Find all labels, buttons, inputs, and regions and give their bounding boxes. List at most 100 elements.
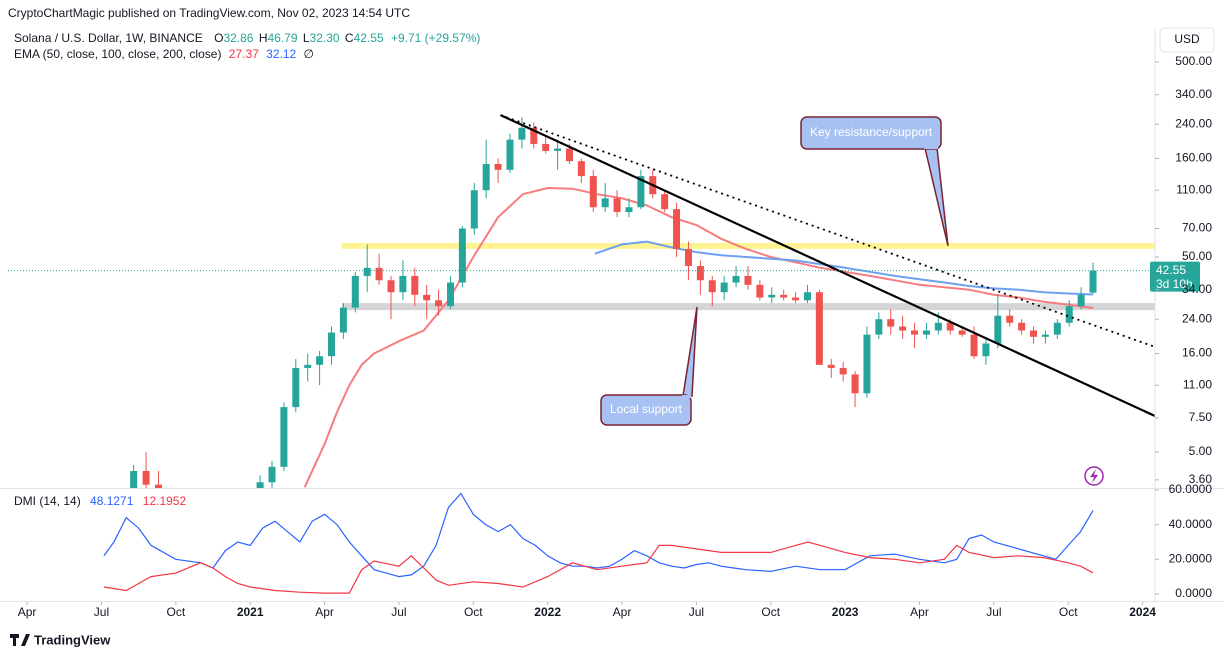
candle-body — [268, 466, 276, 483]
x-tick-label: Oct — [166, 605, 185, 619]
brand-name[interactable]: TradingView — [34, 632, 111, 647]
last-price-box — [1150, 261, 1200, 292]
y-tick-label: 34.00 — [1182, 282, 1212, 296]
candle-body — [351, 275, 359, 308]
y-tick-label: 500.00 — [1175, 54, 1212, 68]
icon-ring[interactable] — [1084, 466, 1104, 486]
candle-body — [899, 326, 907, 331]
candle-body — [982, 343, 990, 357]
callout-box — [600, 394, 692, 426]
candle-body — [482, 163, 490, 191]
candle-body — [316, 356, 324, 365]
x-tick-label: 2023 — [832, 605, 859, 619]
candle-body — [922, 330, 930, 335]
brand[interactable]: TradingView — [10, 632, 111, 647]
callout-text: Local support — [610, 402, 683, 416]
candle-body — [827, 364, 835, 368]
x-tick-label: Oct — [1059, 605, 1078, 619]
replay-icon[interactable] — [1084, 466, 1104, 486]
x-tick-label: Apr — [18, 605, 37, 619]
countdown: 3d 10h — [1156, 277, 1193, 291]
candle-body — [815, 292, 823, 365]
y-tick-label: 24.00 — [1182, 311, 1212, 325]
candle-body — [375, 267, 383, 281]
candle-body — [601, 198, 609, 208]
candle-body — [542, 143, 550, 151]
candle-body — [946, 322, 954, 331]
y-tick-label: 16.00 — [1182, 346, 1212, 360]
y-tick-label: 70.00 — [1182, 221, 1212, 235]
x-tick-label: 2021 — [237, 605, 264, 619]
ema-line — [594, 240, 1094, 296]
y-tick-label: 110.00 — [1176, 182, 1212, 196]
x-tick-label: Oct — [761, 605, 780, 619]
candle-body — [1030, 330, 1038, 337]
candle-body — [565, 148, 573, 162]
candle-body — [494, 163, 502, 170]
zone — [341, 242, 1155, 249]
candle-body — [1006, 315, 1014, 323]
brand-logo[interactable] — [10, 634, 30, 646]
x-tick-label: 2022 — [534, 605, 561, 619]
candle-body — [458, 228, 466, 283]
candle-body — [399, 275, 407, 293]
candle-body — [530, 127, 538, 144]
candle-body — [423, 294, 431, 301]
candle-body — [684, 248, 692, 266]
y-tick-label: 5.00 — [1189, 444, 1213, 458]
candle-body — [154, 484, 162, 488]
candle-body — [1089, 270, 1097, 293]
x-tick-label: Oct — [464, 605, 483, 619]
callout-box — [800, 116, 942, 150]
ema-legend: EMA (50, close, 100, close, 200, close) … — [14, 47, 314, 61]
candle-body — [470, 190, 478, 229]
dmi-title: DMI (14, 14) — [14, 494, 81, 508]
candle-body — [803, 292, 811, 301]
candle-body — [387, 280, 395, 293]
currency-box[interactable] — [1159, 27, 1215, 53]
y-tick-label: 3.60 — [1189, 472, 1213, 486]
candle-body — [130, 470, 138, 488]
y-tick-label: 60.0000 — [1169, 482, 1213, 496]
x-tick-label: Jul — [94, 605, 109, 619]
candle-body — [292, 367, 300, 408]
ohlc-value: 32.86 — [223, 31, 253, 45]
callout: Local support — [600, 306, 698, 426]
dmi-line — [103, 492, 1094, 578]
y-tick-label: 11.00 — [1183, 377, 1212, 391]
x-tick-label: Jul — [986, 605, 1001, 619]
candle-body — [637, 176, 645, 208]
y-tick-label: 0.0000 — [1175, 586, 1212, 600]
candle-body — [780, 294, 788, 298]
currency[interactable]: USD — [1174, 32, 1200, 46]
publisher-line: CryptoChartMagic published on TradingVie… — [8, 6, 410, 20]
icon-bolt[interactable] — [1090, 469, 1098, 483]
candle-body — [1018, 322, 1026, 331]
x-tick-label: Apr — [613, 605, 632, 619]
ohlc-key: O — [214, 31, 223, 45]
candle-body — [554, 148, 562, 151]
candle-body — [708, 280, 716, 293]
ohlc-key: C — [345, 31, 354, 45]
candle-body — [851, 374, 859, 394]
trend-line — [500, 114, 1155, 418]
candle-body — [911, 330, 919, 335]
dmi-value: 12.1952 — [143, 494, 187, 508]
symbol: Solana / U.S. Dollar, 1W, BINANCE — [14, 31, 203, 45]
ema-value: ∅ — [304, 47, 314, 61]
ohlc-key: L — [303, 31, 310, 45]
candle-body — [839, 367, 847, 375]
candle-body — [625, 207, 633, 213]
candle-body — [875, 319, 883, 335]
y-tick-label: 40.0000 — [1169, 517, 1213, 531]
candle-body — [304, 364, 312, 368]
symbol-legend: Solana / U.S. Dollar, 1W, BINANCE O32.86… — [14, 31, 480, 45]
candle-body — [744, 275, 752, 285]
x-tick-label: Apr — [315, 605, 334, 619]
y-tick-label: 50.00 — [1182, 249, 1212, 263]
